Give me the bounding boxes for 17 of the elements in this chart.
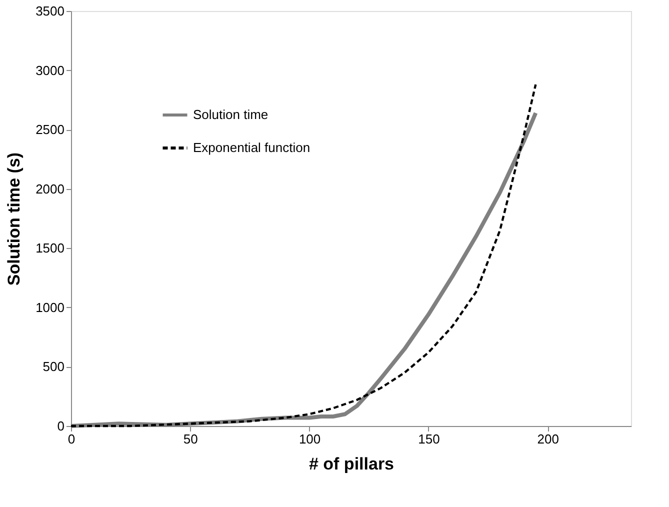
x-tick-label: 150 <box>418 432 440 446</box>
y-tick-label: 500 <box>42 359 64 374</box>
y-tick-label: 2000 <box>36 181 64 196</box>
y-axis-title: Solution time (s) <box>4 152 24 286</box>
x-tick-label: 50 <box>183 432 198 446</box>
x-tick-label: 100 <box>298 432 321 446</box>
x-axis-title: # of pillars <box>308 454 394 474</box>
legend-label: Solution time <box>193 107 268 122</box>
legend-label: Exponential function <box>193 140 310 155</box>
x-tick-label: 200 <box>537 432 559 446</box>
y-tick-label: 3000 <box>36 62 64 78</box>
x-tick-label: 0 <box>68 432 76 446</box>
y-tick-label: 0 <box>57 418 64 434</box>
y-tick-label: 2500 <box>36 122 64 138</box>
y-tick-label: 3500 <box>36 4 64 18</box>
y-tick-label: 1500 <box>36 240 64 256</box>
y-tick-label: 1000 <box>36 300 64 315</box>
